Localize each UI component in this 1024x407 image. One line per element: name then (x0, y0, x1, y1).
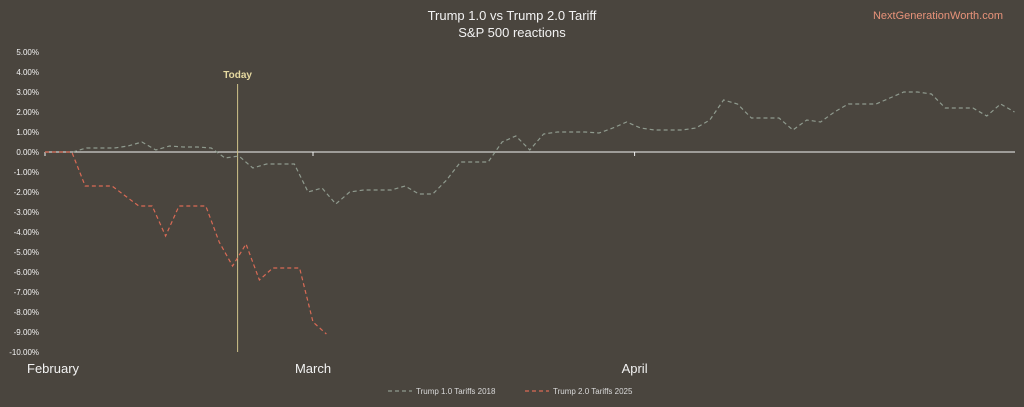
y-tick-label: -6.00% (14, 268, 39, 277)
y-tick-label: -7.00% (14, 288, 39, 297)
y-tick-label: 4.00% (16, 68, 39, 77)
y-tick-label: 1.00% (16, 128, 39, 137)
x-tick-label: April (622, 361, 648, 376)
series-group (45, 91, 1015, 335)
y-axis: 5.00% 4.00% 3.00% 2.00% 1.00% 0.00% -1.00% -2.0… (9, 48, 39, 357)
today-marker: Today (223, 70, 252, 352)
y-tick-label: -8.00% (14, 308, 39, 317)
legend: Trump 1.0 Tariffs 2018 Trump 2.0 Tariffs … (388, 387, 633, 396)
y-tick-label: 2.00% (16, 108, 39, 117)
x-tick-label: March (295, 361, 331, 376)
y-tick-label: -3.00% (14, 208, 39, 217)
y-tick-label: -1.00% (14, 168, 39, 177)
series-line-2 (45, 151, 327, 335)
series-line-1 (45, 91, 1015, 205)
y-tick-label: -4.00% (14, 228, 39, 237)
y-tick-label: -9.00% (14, 328, 39, 337)
x-tick-label: February (27, 361, 80, 376)
chart-title: Trump 1.0 vs Trump 2.0 Tariff (428, 8, 597, 23)
y-tick-label: -10.00% (9, 348, 39, 357)
legend-label: Trump 2.0 Tariffs 2025 (553, 387, 633, 396)
today-label: Today (223, 70, 252, 81)
brand-watermark: NextGenerationWorth.com (873, 10, 1003, 22)
y-tick-label: 5.00% (16, 48, 39, 57)
x-axis: February March April (27, 152, 648, 376)
y-tick-label: 3.00% (16, 88, 39, 97)
y-tick-label: -5.00% (14, 248, 39, 257)
chart-subtitle: S&P 500 reactions (458, 25, 566, 40)
y-tick-label: 0.00% (16, 148, 39, 157)
legend-label: Trump 1.0 Tariffs 2018 (416, 387, 496, 396)
y-tick-label: -2.00% (14, 188, 39, 197)
